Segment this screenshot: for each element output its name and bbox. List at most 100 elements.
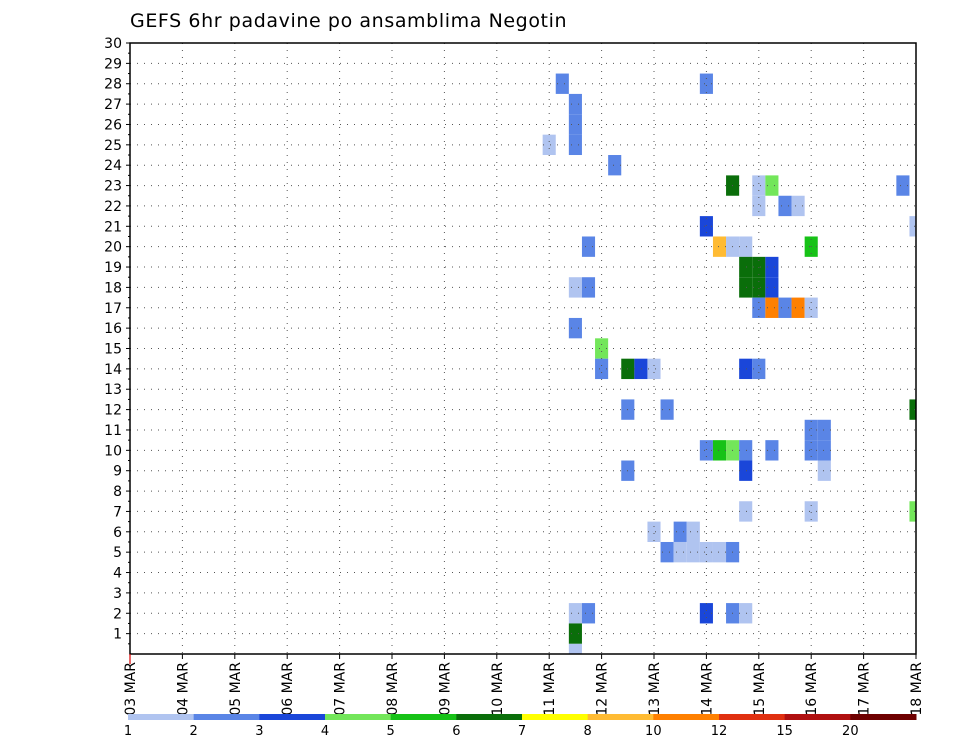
y-tick-label: 14 (104, 362, 122, 378)
heatmap-cell (581, 236, 596, 257)
y-tick-label: 15 (104, 342, 122, 358)
x-tick-label: 06 MAR (280, 662, 296, 716)
heatmap-cell (568, 643, 582, 654)
x-tick-label: 09 MAR (437, 662, 453, 716)
colorbar-label: 12 (711, 724, 728, 739)
y-tick-label: 18 (104, 280, 122, 296)
heatmap-cell (595, 338, 609, 359)
heatmap-cell (739, 358, 753, 380)
heatmap-cell (804, 297, 818, 318)
heatmap-cell (765, 256, 779, 278)
x-tick-label: 17 MAR (857, 662, 873, 716)
heatmap-cell (752, 175, 766, 196)
y-tick-label: 5 (113, 545, 122, 561)
y-axis: 1234567891011121314151617181920212223242… (104, 36, 130, 645)
colorbar-segment (193, 714, 260, 720)
heatmap-cell (752, 358, 766, 380)
y-tick-label: 19 (104, 260, 122, 276)
heatmap-cell (804, 440, 818, 461)
heatmap-cell (673, 541, 687, 563)
heatmap-cell (739, 460, 753, 481)
heatmap-cell (804, 419, 818, 441)
y-tick-label: 3 (113, 586, 122, 602)
colorbar-label: 3 (255, 724, 263, 739)
heatmap-cell (909, 399, 916, 420)
y-tick-label: 7 (113, 504, 122, 520)
y-tick-label: 28 (104, 77, 122, 93)
heatmap-cell (804, 501, 818, 522)
heatmap-cell (568, 603, 582, 624)
y-tick-label: 10 (104, 443, 122, 459)
heatmap-cells (542, 73, 916, 654)
heatmap-cell (765, 277, 779, 298)
heatmap-cell (712, 541, 727, 563)
heatmap-cell (568, 317, 582, 339)
y-tick-label: 23 (104, 179, 122, 195)
heatmap-cell (568, 114, 582, 135)
x-tick-label: 12 MAR (595, 662, 611, 716)
heatmap-cell (778, 195, 792, 217)
x-axis: 03 MAR 04 MAR 05 MAR 06 MAR 07 MAR 08 MAR 09 M… (123, 654, 925, 716)
heatmap-cell (686, 521, 700, 542)
heatmap-cell (581, 603, 596, 624)
heatmap-cell (896, 175, 910, 196)
y-tick-label: 29 (104, 56, 122, 72)
y-tick-label: 1 (113, 627, 122, 643)
heatmap-cell (686, 541, 700, 563)
heatmap-cell (673, 521, 687, 542)
heatmap-cell (568, 134, 582, 156)
heatmap-cell (765, 440, 779, 461)
y-tick-label: 17 (104, 301, 122, 317)
y-tick-label: 30 (104, 36, 122, 52)
heatmap-cell (699, 440, 713, 461)
colorbar-segment (456, 714, 523, 720)
colorbar-segment (587, 714, 654, 720)
x-tick-label: 05 MAR (228, 662, 244, 716)
colorbar-label: 10 (645, 724, 662, 739)
heatmap-cell (647, 358, 661, 380)
heatmap-cell (568, 93, 582, 115)
x-tick-label: 10 MAR (490, 662, 506, 716)
x-tick-label: 07 MAR (333, 662, 349, 716)
y-tick-label: 6 (113, 525, 122, 541)
heatmap-cell (752, 297, 766, 318)
heatmap-cell (595, 358, 609, 380)
colorbar-label: 7 (518, 724, 526, 739)
y-tick-label: 12 (104, 403, 122, 419)
y-tick-label: 4 (113, 566, 122, 582)
colorbar-segment (784, 714, 851, 720)
heatmap-cell (739, 277, 753, 298)
heatmap-cell (647, 521, 661, 542)
colorbar-label: 20 (842, 724, 859, 739)
chart-title: GEFS 6hr padavine po ansamblima Negotin (130, 10, 567, 32)
colorbar-segment (128, 714, 195, 720)
heatmap-cell (660, 399, 674, 420)
heatmap-cell (699, 541, 713, 563)
y-tick-label: 2 (113, 606, 122, 622)
heatmap-cell (555, 73, 569, 94)
colorbar-label: 15 (776, 724, 793, 739)
heatmap-cell (817, 440, 831, 461)
heatmap-cell (909, 501, 916, 522)
heatmap-cell (739, 440, 753, 461)
y-tick-label: 21 (104, 219, 122, 235)
colorbar: 1 2 3 4 5 6 7 8 10 12 15 20 (124, 714, 917, 739)
colorbar-segment (325, 714, 392, 720)
y-tick-label: 26 (104, 117, 122, 133)
x-tick-label: 03 MAR (123, 662, 139, 716)
heatmap-cell (739, 256, 753, 278)
heatmap-cell (568, 623, 582, 644)
heatmap-cell (765, 175, 779, 196)
colorbar-segment (719, 714, 786, 720)
heatmap-cell (739, 603, 753, 624)
heatmap-cell (752, 195, 766, 217)
colorbar-label: 6 (452, 724, 460, 739)
heatmap-cell (699, 73, 713, 94)
colorbar-label: 1 (124, 724, 132, 739)
y-tick-label: 22 (104, 199, 122, 215)
y-tick-label: 9 (113, 464, 122, 480)
heatmap-cell (542, 134, 556, 156)
x-tick-label: 14 MAR (699, 662, 715, 716)
colorbar-segment (390, 714, 457, 720)
